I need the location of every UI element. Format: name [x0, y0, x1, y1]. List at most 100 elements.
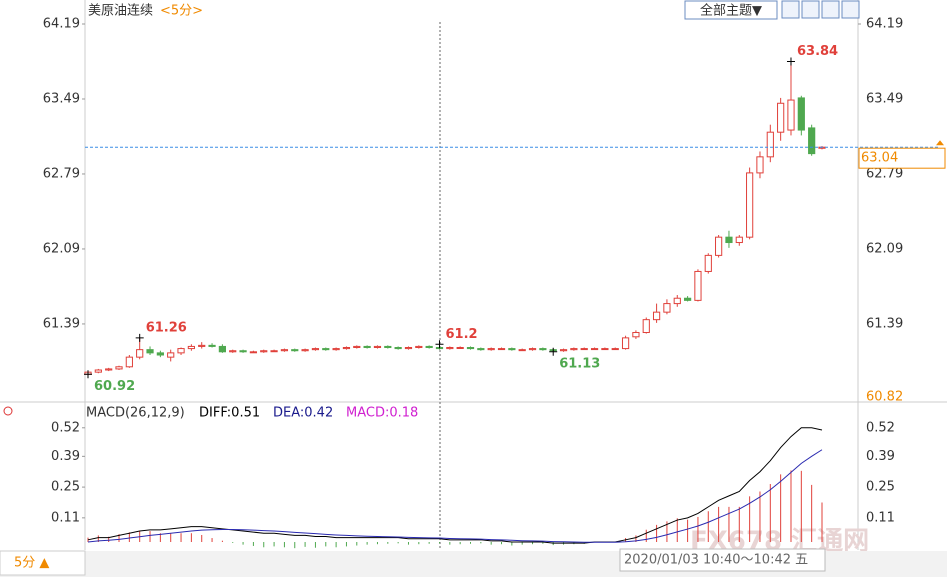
candle-body [125, 356, 133, 368]
candle-body [518, 349, 526, 352]
candle-body [528, 348, 537, 351]
dea-label: DEA:0.42 [273, 406, 333, 421]
candle-body [715, 236, 723, 256]
extreme-cross [135, 333, 144, 342]
candle-body [673, 297, 681, 305]
candle-body [456, 347, 464, 350]
candle-body [94, 369, 102, 373]
tool-icon[interactable] [801, 0, 820, 19]
settings-icon[interactable] [3, 406, 13, 416]
tool-icon[interactable] [841, 0, 860, 19]
extreme-label: 61.13 [559, 356, 600, 371]
candle-body [777, 102, 785, 133]
candle-body [229, 350, 237, 353]
extreme-label: 61.26 [146, 320, 187, 335]
candle-body [363, 345, 371, 349]
y-tick-label-right: 62.09 [866, 241, 903, 256]
last-price-box [858, 147, 946, 169]
candle-body [425, 345, 433, 349]
y-tick-label: 64.19 [43, 17, 80, 32]
candle-body [115, 366, 123, 370]
candle-body [105, 368, 113, 371]
extreme-cross [435, 340, 444, 349]
period-button[interactable]: 5分 ▲ [14, 556, 49, 571]
candle-body [270, 350, 278, 353]
candle-body [198, 344, 206, 347]
candle-body [477, 348, 485, 351]
candle-body [373, 345, 382, 349]
tooltip-box [619, 548, 826, 572]
macd-value-label: MACD:0.18 [346, 406, 418, 421]
extreme-label: 60.92 [94, 379, 135, 394]
candle-body [632, 332, 640, 338]
period-button-box[interactable] [0, 550, 86, 576]
candle-body [446, 347, 454, 350]
tooltip: 2020/01/03 10:40～10:42 五 [624, 553, 808, 568]
candle-body [146, 349, 154, 354]
y-tick-label: 62.79 [43, 166, 80, 181]
candle-body [280, 349, 289, 352]
candle-body [601, 348, 609, 351]
candle-body [239, 350, 247, 353]
last-price-arrow [936, 140, 944, 146]
y-tick-label-right: 63.49 [866, 91, 903, 106]
y-tick-label-right: 62.79 [866, 166, 903, 181]
y-tick-label: 63.49 [43, 91, 80, 106]
candle-body [353, 345, 361, 349]
candle-body [177, 348, 185, 354]
tool-icon[interactable] [781, 0, 800, 19]
candle-body [342, 347, 351, 350]
y-tick-label-right: 61.39 [866, 316, 903, 331]
candle-body [291, 349, 299, 352]
candle-body [404, 347, 413, 350]
candle-body [415, 345, 423, 349]
macd-tick-label: 0.52 [51, 420, 80, 435]
candle-body [136, 349, 144, 358]
candle-body [508, 348, 516, 351]
candle-body [260, 350, 268, 353]
candle-body [663, 303, 671, 313]
candle-body [611, 348, 619, 351]
y-tick-label: 61.39 [43, 316, 80, 331]
candle-body [249, 351, 258, 354]
extreme-label: 63.84 [797, 44, 838, 59]
candle-body [590, 348, 599, 351]
tool-icon[interactable] [821, 0, 840, 19]
candle-body [332, 348, 340, 351]
candle-body [684, 297, 692, 301]
candle-body [167, 352, 175, 358]
diff-line [87, 427, 823, 544]
candle-body [808, 127, 816, 155]
candle-body [156, 352, 164, 356]
candle-body [487, 348, 495, 351]
candle-body [539, 348, 547, 351]
candle-body [384, 345, 392, 349]
dea-line [87, 449, 823, 543]
macd-label: MACD(26,12,9) [86, 406, 185, 421]
theme-button-box[interactable] [684, 0, 778, 20]
macd-tick-label: 0.39 [51, 449, 80, 464]
candle-body [787, 99, 795, 131]
candle-body [704, 254, 712, 272]
extreme-label: 61.2 [445, 327, 477, 342]
last-price-label: 63.04 [861, 151, 898, 166]
candle-body [642, 319, 650, 334]
macd-tick-label: 0.25 [51, 480, 80, 495]
macd-tick-label-right: 0.39 [866, 449, 895, 464]
candle-body [766, 131, 774, 158]
candle-body [580, 348, 588, 351]
y-min-label: 60.82 [866, 390, 903, 405]
candle-body [301, 349, 309, 352]
theme-button[interactable]: 全部主题▼ [700, 3, 762, 19]
macd-tick-label-right: 0.25 [866, 480, 895, 495]
candle-body [322, 348, 330, 351]
candle-body [187, 345, 195, 350]
extreme-cross [549, 347, 558, 356]
extreme-cross [84, 370, 92, 379]
candle-body [570, 348, 578, 351]
candle-body [694, 270, 702, 301]
period[interactable]: <5分> [160, 4, 203, 19]
candle-body [735, 236, 743, 244]
